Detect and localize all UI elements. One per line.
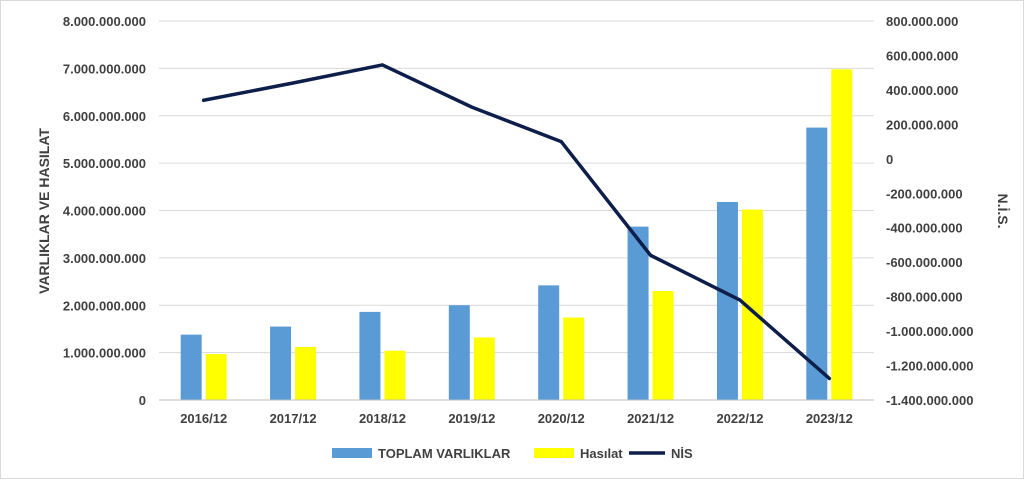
bars bbox=[180, 69, 853, 400]
legend-label-toplam-varliklar: TOPLAM VARLIKLAR bbox=[378, 446, 511, 461]
y-tick-label: 8.000.000.000 bbox=[63, 14, 146, 29]
y-tick-label: 3.000.000.000 bbox=[63, 251, 146, 266]
line-point-nis bbox=[203, 99, 205, 101]
x-tick-label: 2017/12 bbox=[270, 411, 317, 426]
y-tick-label: 2.000.000.000 bbox=[63, 298, 146, 313]
bar-hasilat bbox=[741, 209, 763, 400]
bar-toplam-varliklar bbox=[270, 326, 292, 400]
line-point-nis bbox=[471, 106, 473, 108]
y2-tick-label: -1.000.000.000 bbox=[886, 324, 973, 339]
bar-hasilat bbox=[652, 291, 674, 400]
y-tick-label: 6.000.000.000 bbox=[63, 109, 146, 124]
line-nis bbox=[201, 63, 832, 381]
x-tick-label: 2019/12 bbox=[448, 411, 495, 426]
y2-tick-label: 200.000.000 bbox=[886, 117, 958, 132]
y-tick-label: 4.000.000.000 bbox=[63, 204, 146, 219]
line-point-nis bbox=[292, 82, 294, 84]
x-tick-label: 2021/12 bbox=[627, 411, 674, 426]
y2-tick-label: -1.400.000.000 bbox=[886, 393, 973, 408]
legend: TOPLAM VARLIKLAR Hasılat NİS bbox=[332, 446, 693, 461]
y-axis-title: VARLIKLAR VE HASILAT bbox=[36, 128, 52, 294]
bar-hasilat bbox=[473, 337, 495, 400]
y2-tick-label: 0 bbox=[886, 152, 893, 167]
bar-toplam-varliklar bbox=[180, 334, 202, 400]
line-series bbox=[201, 63, 832, 381]
line-point-nis bbox=[739, 299, 741, 301]
x-tick-label: 2020/12 bbox=[538, 411, 585, 426]
bar-toplam-varliklar bbox=[359, 311, 381, 400]
bar-toplam-varliklar bbox=[448, 305, 470, 400]
x-tick-label: 2023/12 bbox=[806, 411, 853, 426]
y-tick-label: 7.000.000.000 bbox=[63, 61, 146, 76]
line-point-nis bbox=[560, 141, 562, 143]
y2-tick-label: -600.000.000 bbox=[886, 255, 963, 270]
line-point-nis bbox=[828, 377, 830, 379]
gridlines bbox=[159, 20, 874, 354]
y2-tick-label: -800.000.000 bbox=[886, 290, 963, 305]
y2-tick-label: -1.200.000.000 bbox=[886, 359, 973, 374]
bar-toplam-varliklar bbox=[806, 127, 828, 400]
bar-toplam-varliklar bbox=[627, 226, 649, 400]
x-tick-label: 2018/12 bbox=[359, 411, 406, 426]
y2-tick-label: -200.000.000 bbox=[886, 186, 963, 201]
legend-label-hasilat: Hasılat bbox=[580, 446, 623, 461]
y-tick-label: 0 bbox=[139, 393, 146, 408]
y2-tick-label: 400.000.000 bbox=[886, 83, 958, 98]
bar-hasilat bbox=[205, 354, 227, 400]
bar-hasilat bbox=[831, 69, 853, 400]
y2-tick-label: -400.000.000 bbox=[886, 221, 963, 236]
legend-label-nis: NİS bbox=[671, 446, 693, 461]
y-tick-label: 1.000.000.000 bbox=[63, 346, 146, 361]
bar-hasilat bbox=[384, 350, 406, 400]
legend-swatch-hasilat bbox=[534, 448, 574, 458]
x-tick-label: 2022/12 bbox=[716, 411, 763, 426]
bar-toplam-varliklar bbox=[716, 201, 738, 400]
line-point-nis bbox=[650, 254, 652, 256]
y2-axis-title: N.İ.S. bbox=[995, 193, 1011, 228]
y2-tick-label: 600.000.000 bbox=[886, 48, 958, 63]
bar-hasilat bbox=[295, 346, 317, 400]
y2-tick-label: 800.000.000 bbox=[886, 14, 958, 29]
line-point-nis bbox=[381, 64, 383, 66]
y-tick-label: 5.000.000.000 bbox=[63, 156, 146, 171]
bar-toplam-varliklar bbox=[538, 285, 560, 400]
axes: 0 1.000.000.000 2.000.000.000 3.000.000.000… bbox=[63, 14, 974, 426]
legend-swatch-toplam-varliklar bbox=[332, 448, 372, 458]
bar-hasilat bbox=[563, 317, 585, 400]
x-tick-label: 2016/12 bbox=[180, 411, 227, 426]
